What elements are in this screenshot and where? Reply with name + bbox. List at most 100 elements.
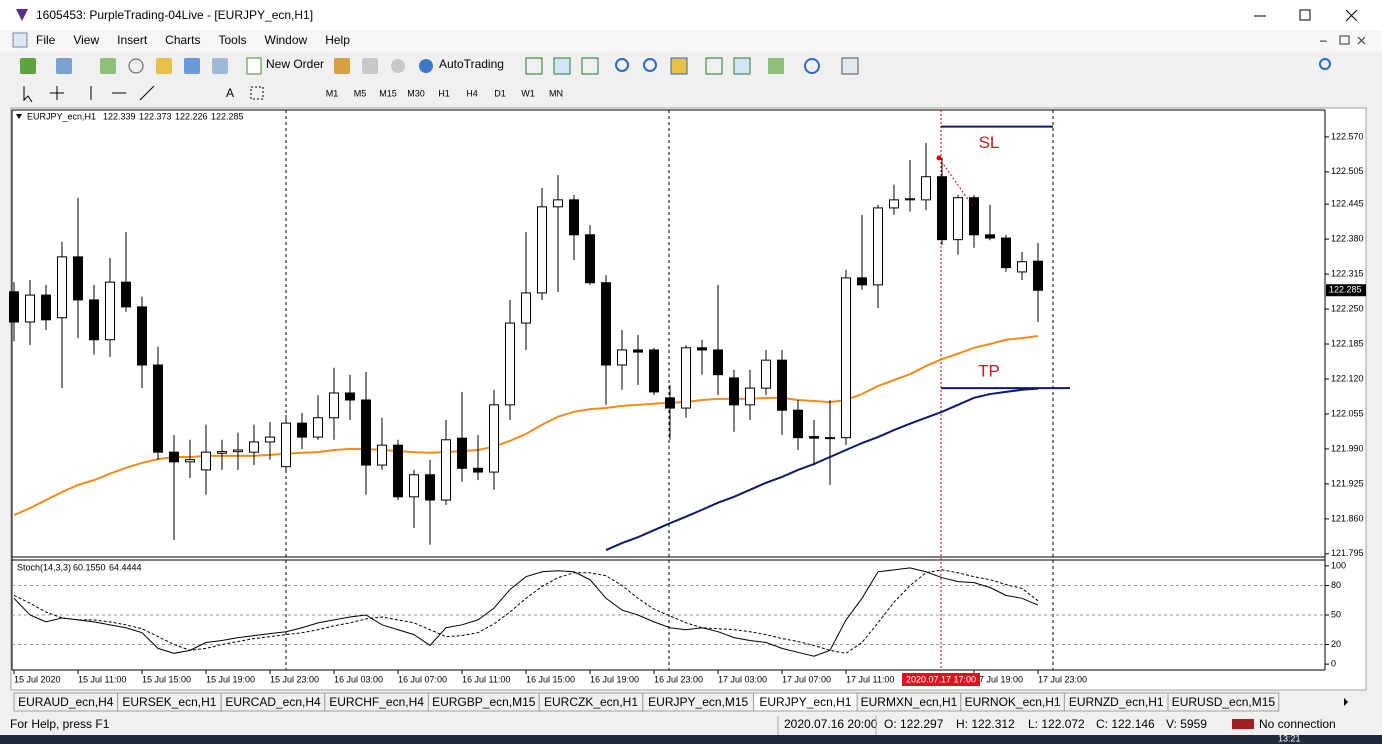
candle-body (777, 359, 787, 411)
timeframe-button[interactable]: D1 (494, 88, 506, 98)
timeframe-button[interactable]: M5 (354, 88, 367, 98)
icon[interactable] (184, 58, 200, 74)
maximize-button[interactable] (1299, 9, 1311, 21)
icon[interactable] (156, 58, 172, 74)
tab-label[interactable]: EURCZK_ecn,H1 (544, 695, 638, 709)
icon[interactable] (419, 59, 433, 73)
tab[interactable] (1167, 692, 1280, 712)
icon[interactable] (246, 57, 262, 75)
header-high: 122.373 (139, 111, 172, 121)
doc-icon (12, 32, 28, 48)
icon[interactable] (525, 57, 543, 75)
trade-level-label: TP (978, 362, 1000, 381)
tab-label[interactable]: EURNOK_ecn,H1 (965, 695, 1061, 709)
tab-label[interactable]: EURJPY_ecn,H1 (759, 695, 851, 709)
taskbar (0, 735, 1382, 744)
menu-item[interactable]: File (36, 33, 56, 47)
tab-label[interactable]: EURJPY_ecn,M15 (648, 695, 748, 709)
tab-label[interactable]: EURUSD_ecn,M15 (1172, 695, 1276, 709)
icon[interactable] (391, 59, 405, 73)
timeframe-button[interactable]: H1 (438, 88, 450, 98)
icon[interactable] (20, 58, 36, 74)
icon[interactable] (841, 57, 859, 75)
timeframe-button[interactable]: W1 (521, 88, 535, 98)
candle-body (809, 436, 819, 439)
tab-label[interactable]: EURNZD_ecn,H1 (1069, 695, 1164, 709)
search[interactable] (1319, 58, 1331, 70)
status-high: H: 122.312 (956, 717, 1015, 731)
menu-item[interactable]: Tools (219, 33, 247, 47)
icon[interactable] (250, 86, 264, 100)
x-tick-label: 15 Jul 11:00 (78, 674, 126, 684)
icon[interactable] (139, 85, 155, 101)
timeframe-button[interactable]: M15 (379, 88, 397, 98)
candle-body (425, 474, 435, 501)
indicator-line (13, 567, 1039, 657)
menu-item[interactable]: Insert (117, 33, 148, 47)
icon[interactable] (804, 58, 820, 74)
icon[interactable] (212, 58, 228, 74)
mdi-restore[interactable] (1339, 35, 1350, 45)
icon[interactable] (56, 58, 72, 74)
toolbar-button[interactable]: AutoTrading (439, 57, 504, 71)
icon[interactable] (643, 58, 657, 72)
close-button[interactable] (1345, 9, 1358, 22)
tab-label[interactable]: EURSEK_ecn,H1 (122, 695, 216, 709)
icon[interactable] (50, 86, 64, 100)
timeframe-button[interactable]: MN (549, 88, 563, 98)
icon[interactable] (553, 57, 571, 75)
icon[interactable] (670, 57, 688, 75)
x-tick-label: 16 Jul 23:00 (654, 674, 703, 684)
icon[interactable] (705, 57, 723, 75)
candle-body (137, 306, 147, 366)
icon[interactable] (128, 58, 144, 74)
candle-body (393, 444, 403, 498)
timeframe-button[interactable]: M1 (326, 88, 339, 98)
candle-body (745, 387, 755, 406)
x-tick-label: 16 Jul 15:00 (526, 674, 575, 684)
tab-label[interactable]: EURGBP_ecn,M15 (432, 695, 536, 709)
candle-body (681, 347, 691, 409)
menu-item[interactable]: Window (265, 33, 308, 47)
tab-label[interactable]: EURMXN_ecn,H1 (861, 695, 958, 709)
icon[interactable] (334, 58, 350, 74)
candle-body (825, 437, 835, 440)
connection-icon (1232, 719, 1254, 729)
current-price-box (1326, 284, 1366, 297)
menu-item[interactable]: Help (325, 33, 350, 47)
icon[interactable] (615, 58, 629, 72)
icon[interactable]: A (226, 86, 234, 100)
x-tick-label: 15 Jul 19:00 (206, 674, 255, 684)
icon[interactable] (733, 57, 751, 75)
chart-menu-arrow[interactable] (16, 114, 22, 119)
tab-label[interactable]: EURCHF_ecn,H4 (329, 695, 424, 709)
trade-level-label: SL (979, 133, 1000, 152)
candle-body (265, 436, 275, 443)
y-tick-label: 50 (1331, 609, 1341, 619)
tab-label[interactable]: EURCAD_ecn,H4 (225, 695, 321, 709)
timeframe-button[interactable]: M30 (407, 88, 425, 98)
icon[interactable] (768, 58, 784, 74)
x-tick-label: 15 Jul 15:00 (142, 674, 191, 684)
mdi-close[interactable] (1357, 36, 1366, 45)
tab-label[interactable]: EURAUD_ecn,H4 (18, 695, 114, 709)
mdi-minimize[interactable]: – (1320, 33, 1327, 47)
timeframes: M1 M5 M15 M30 H1 H4 D1 W1 MN (326, 88, 563, 98)
toolbar-button[interactable]: New Order (266, 57, 324, 71)
candle-body (553, 199, 563, 208)
menu-item[interactable]: View (73, 33, 99, 47)
icon[interactable] (23, 86, 33, 103)
icon[interactable] (362, 58, 378, 74)
icon[interactable] (100, 58, 116, 74)
timeframe-button[interactable]: H4 (466, 88, 478, 98)
x-tick-label: 17 Jul 11:00 (846, 674, 894, 684)
header-open: 122.339 (103, 111, 136, 121)
x-tick-label: 17 Jul 03:00 (718, 674, 767, 684)
icon[interactable] (581, 57, 599, 75)
x-tick-label: 15 Jul 23:00 (270, 674, 319, 684)
menu-item[interactable]: Charts (165, 33, 200, 47)
indicator-line (13, 569, 1039, 654)
candle-body (761, 359, 771, 389)
indicator-title: Stoch(14,3,3) (17, 562, 71, 572)
tab-scroll[interactable] (1344, 698, 1348, 706)
